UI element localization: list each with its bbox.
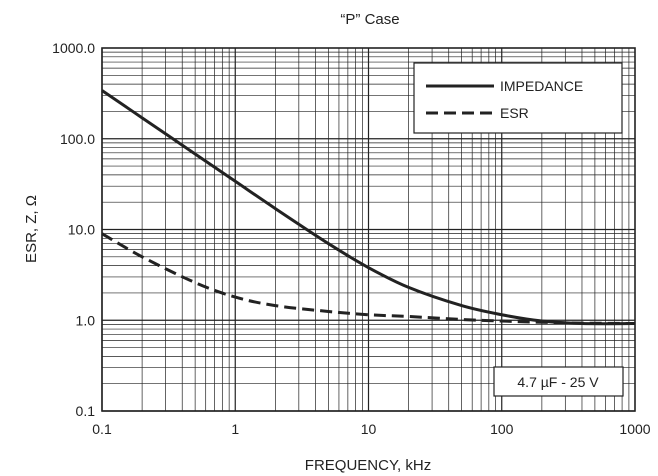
y-tick-label: 10.0 <box>68 222 95 238</box>
legend-label-esr: ESR <box>500 105 529 121</box>
annotation: 4.7 µF - 25 V <box>493 366 624 397</box>
x-axis-label: FREQUENCY, kHz <box>305 457 431 474</box>
legend-box <box>413 62 623 134</box>
y-axis-label: ESR, Z, Ω <box>23 195 40 263</box>
x-tick-label: 100 <box>490 421 514 437</box>
y-tick-label: 1000.0 <box>52 40 95 56</box>
legend-label-impedance: IMPEDANCE <box>500 78 583 94</box>
chart-title: “P” Case <box>340 11 399 28</box>
tick-labels: 0.1 1 10 100 1000 0.1 1.0 10.0 100.0 1000.0 <box>52 40 651 437</box>
x-tick-label: 1000 <box>619 421 650 437</box>
series-line-esr <box>101 232 636 326</box>
grid <box>101 48 635 412</box>
y-tick-label: 1.0 <box>76 312 96 328</box>
x-tick-label: 10 <box>361 421 377 437</box>
annotation-text: 4.7 µF - 25 V <box>517 374 599 390</box>
plot-frame <box>101 47 636 412</box>
y-tick-label: 100.0 <box>60 131 95 147</box>
legend: IMPEDANCE ESR <box>413 62 623 134</box>
series-lines <box>101 89 636 326</box>
x-tick-label: 1 <box>231 421 239 437</box>
y-tick-label: 0.1 <box>76 403 96 419</box>
annotation-box <box>493 366 624 397</box>
x-tick-label: 0.1 <box>92 421 112 437</box>
